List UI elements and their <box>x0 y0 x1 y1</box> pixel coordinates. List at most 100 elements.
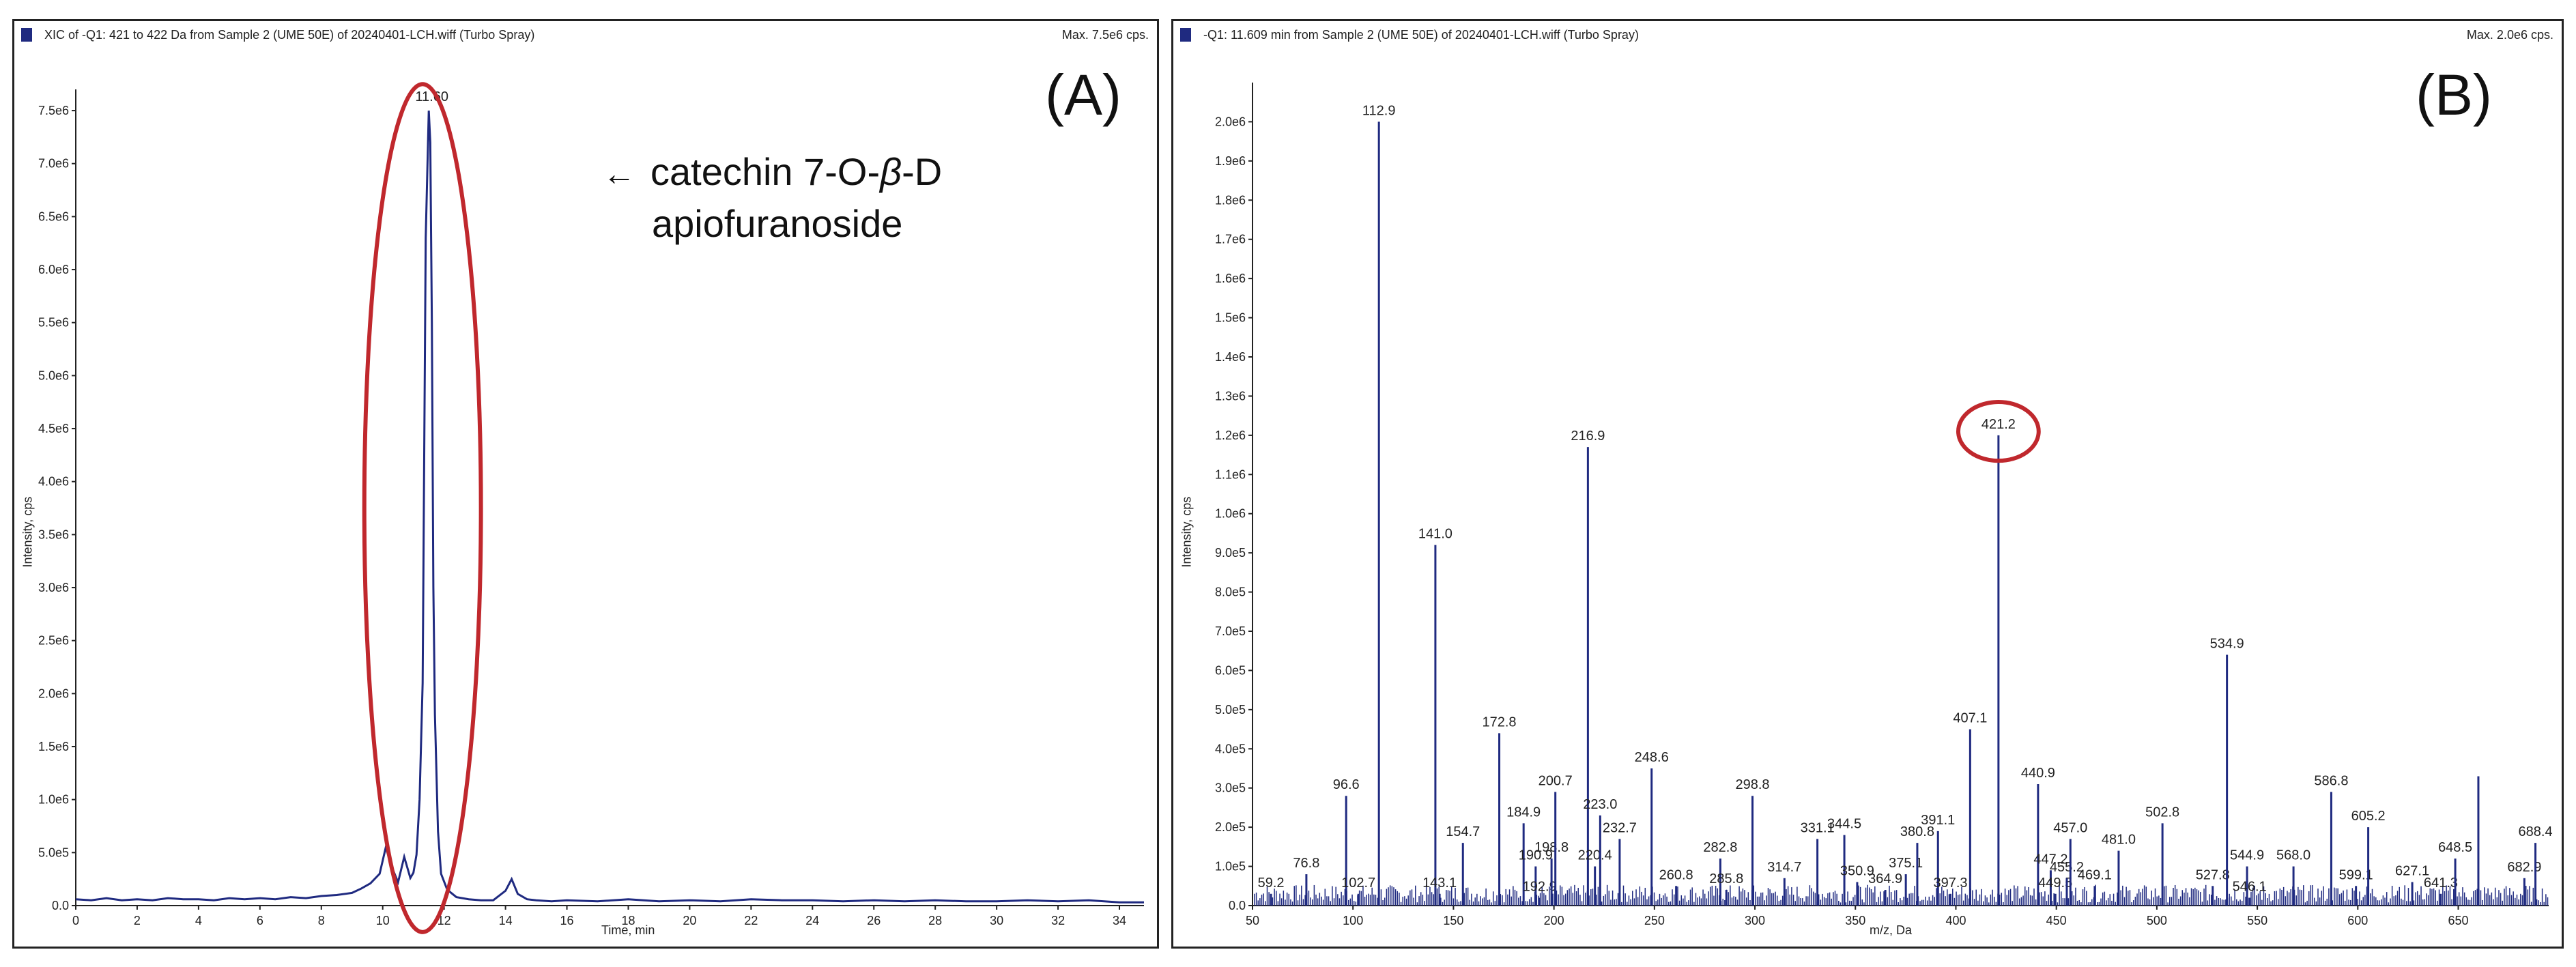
y-tick-label: 9.0e5 <box>1215 546 1246 560</box>
y-tick-label: 1.0e5 <box>1215 860 1246 874</box>
x-tick-label: 250 <box>1644 914 1665 927</box>
y-tick-label: 4.0e5 <box>1215 742 1246 755</box>
peak-label: 172.8 <box>1483 715 1517 730</box>
peak-label: 455.2 <box>2050 860 2084 875</box>
y-tick-label: 0.0 <box>1229 899 1246 912</box>
peak-label: 586.8 <box>2314 773 2348 788</box>
y-tick-label: 3.0e6 <box>38 581 69 594</box>
peak-label: 192.9 <box>1523 880 1557 895</box>
x-tick-label: 30 <box>990 914 1003 927</box>
x-tick-label: 12 <box>438 914 451 927</box>
peak-label: 344.5 <box>1827 817 1861 832</box>
x-tick-label: 100 <box>1343 914 1363 927</box>
y-tick-label: 1.3e6 <box>1215 389 1246 403</box>
peak-label: 375.1 <box>1889 856 1923 871</box>
peak-label: 216.9 <box>1571 429 1605 444</box>
y-tick-label: 2.5e6 <box>38 634 69 648</box>
peak-label: 502.8 <box>2145 805 2179 820</box>
y-tick-label: 7.5e6 <box>38 104 69 117</box>
x-tick-label: 650 <box>2448 914 2468 927</box>
y-tick-label: 1.0e6 <box>1215 507 1246 521</box>
peak-label: 469.1 <box>2078 867 2112 882</box>
y-tick-label: 1.1e6 <box>1215 467 1246 481</box>
peak-label: 143.1 <box>1422 876 1457 891</box>
chromatogram-trace <box>75 111 1144 904</box>
x-tick-label: 14 <box>499 914 513 927</box>
x-tick-label: 28 <box>928 914 942 927</box>
y-tick-label: 3.0e5 <box>1215 781 1246 795</box>
peak-label: 440.9 <box>2021 766 2055 781</box>
peak-label: 397.3 <box>1933 876 1967 891</box>
y-tick-label: 1.9e6 <box>1215 154 1246 168</box>
peak-label: 112.9 <box>1362 103 1396 118</box>
peak-label: 449.5 <box>2038 876 2072 891</box>
peak-label: 190.9 <box>1519 848 1553 863</box>
highlight-ellipse <box>1956 400 2041 463</box>
peak-label: 184.9 <box>1506 805 1541 820</box>
y-tick-label: 8.0e5 <box>1215 586 1246 599</box>
peak-label: 599.1 <box>2339 867 2373 882</box>
y-tick-label: 0.0 <box>52 899 69 912</box>
x-tick-label: 18 <box>621 914 635 927</box>
y-tick-label: 5.0e5 <box>38 846 69 859</box>
peak-label: 546.1 <box>2233 880 2267 895</box>
y-tick-label: 1.5e6 <box>1215 311 1246 325</box>
x-tick-label: 4 <box>195 914 202 927</box>
annotation-line2: apiofuranoside <box>652 202 903 245</box>
y-tick-label: 7.0e5 <box>1215 624 1246 638</box>
x-axis-label: m/z, Da <box>1870 923 1913 937</box>
mass-spectrum-panel: -Q1: 11.609 min from Sample 2 (UME 50E) … <box>1171 19 2564 949</box>
annotation-line1-prefix: catechin 7-O- <box>650 150 881 193</box>
peak-label: 59.2 <box>1258 876 1285 891</box>
y-tick-label: 5.0e6 <box>38 369 69 382</box>
y-tick-label: 7.0e6 <box>38 157 69 171</box>
y-tick-label: 1.0e6 <box>38 793 69 807</box>
peak-label: 682.9 <box>2507 860 2541 875</box>
pane-marker-icon <box>21 28 32 42</box>
x-tick-label: 26 <box>867 914 881 927</box>
peak-label: 350.9 <box>1840 864 1874 879</box>
x-tick-label: 20 <box>683 914 696 927</box>
peak-label: 544.9 <box>2230 848 2264 863</box>
chromatogram-max-intensity: Max. 7.5e6 cps. <box>1061 28 1149 42</box>
y-tick-label: 2.0e6 <box>38 687 69 700</box>
x-tick-label: 150 <box>1443 914 1463 927</box>
peak-label: 248.6 <box>1635 750 1669 765</box>
y-tick-label: 2.0e6 <box>1215 115 1246 128</box>
annotation-arrow-icon: ← <box>603 156 635 192</box>
peak-label: 232.7 <box>1603 820 1637 835</box>
x-tick-label: 6 <box>257 914 263 927</box>
peak-label: 282.8 <box>1703 840 1737 855</box>
peak-label: 314.7 <box>1767 860 1801 875</box>
peak-label: 154.7 <box>1446 824 1480 839</box>
x-tick-label: 2 <box>134 914 141 927</box>
spectrum-title: -Q1: 11.609 min from Sample 2 (UME 50E) … <box>1203 28 1639 42</box>
x-tick-label: 350 <box>1845 914 1865 927</box>
y-tick-label: 5.5e6 <box>38 316 69 330</box>
x-tick-label: 8 <box>318 914 325 927</box>
peak-label: 457.0 <box>2053 820 2087 835</box>
x-tick-label: 32 <box>1051 914 1065 927</box>
y-tick-label: 4.5e6 <box>38 422 69 435</box>
y-tick-label: 1.2e6 <box>1215 429 1246 442</box>
x-tick-label: 24 <box>805 914 819 927</box>
compound-annotation: ← catechin 7-O-β-D apiofuranoside <box>603 147 942 248</box>
panel-header: -Q1: 11.609 min from Sample 2 (UME 50E) … <box>1173 24 2562 48</box>
x-tick-label: 22 <box>744 914 758 927</box>
y-tick-label: 1.6e6 <box>1215 272 1246 285</box>
peak-label: 364.9 <box>1868 871 1902 886</box>
x-tick-label: 16 <box>560 914 574 927</box>
x-tick-label: 50 <box>1246 914 1259 927</box>
peak-label: 380.8 <box>1900 824 1934 839</box>
mass-spectrum-plot: 0.0 1.0e5 2.0e5 3.0e5 4.0e5 5.0e5 6.0e5 7.0e5 8.… <box>1215 83 2553 927</box>
peak-label: 298.8 <box>1735 777 1769 792</box>
y-tick-label: 2.0e5 <box>1215 820 1246 834</box>
y-tick-label: 4.0e6 <box>38 475 69 489</box>
x-tick-label: 450 <box>2046 914 2067 927</box>
chromatogram-title: XIC of -Q1: 421 to 422 Da from Sample 2 … <box>44 28 535 42</box>
y-tick-label: 1.5e6 <box>38 740 69 753</box>
annotation-beta: β <box>880 150 902 193</box>
peak-label: 568.0 <box>2276 848 2310 863</box>
peak-label: 331.1 <box>1801 820 1835 835</box>
y-tick-label: 5.0e5 <box>1215 703 1246 717</box>
